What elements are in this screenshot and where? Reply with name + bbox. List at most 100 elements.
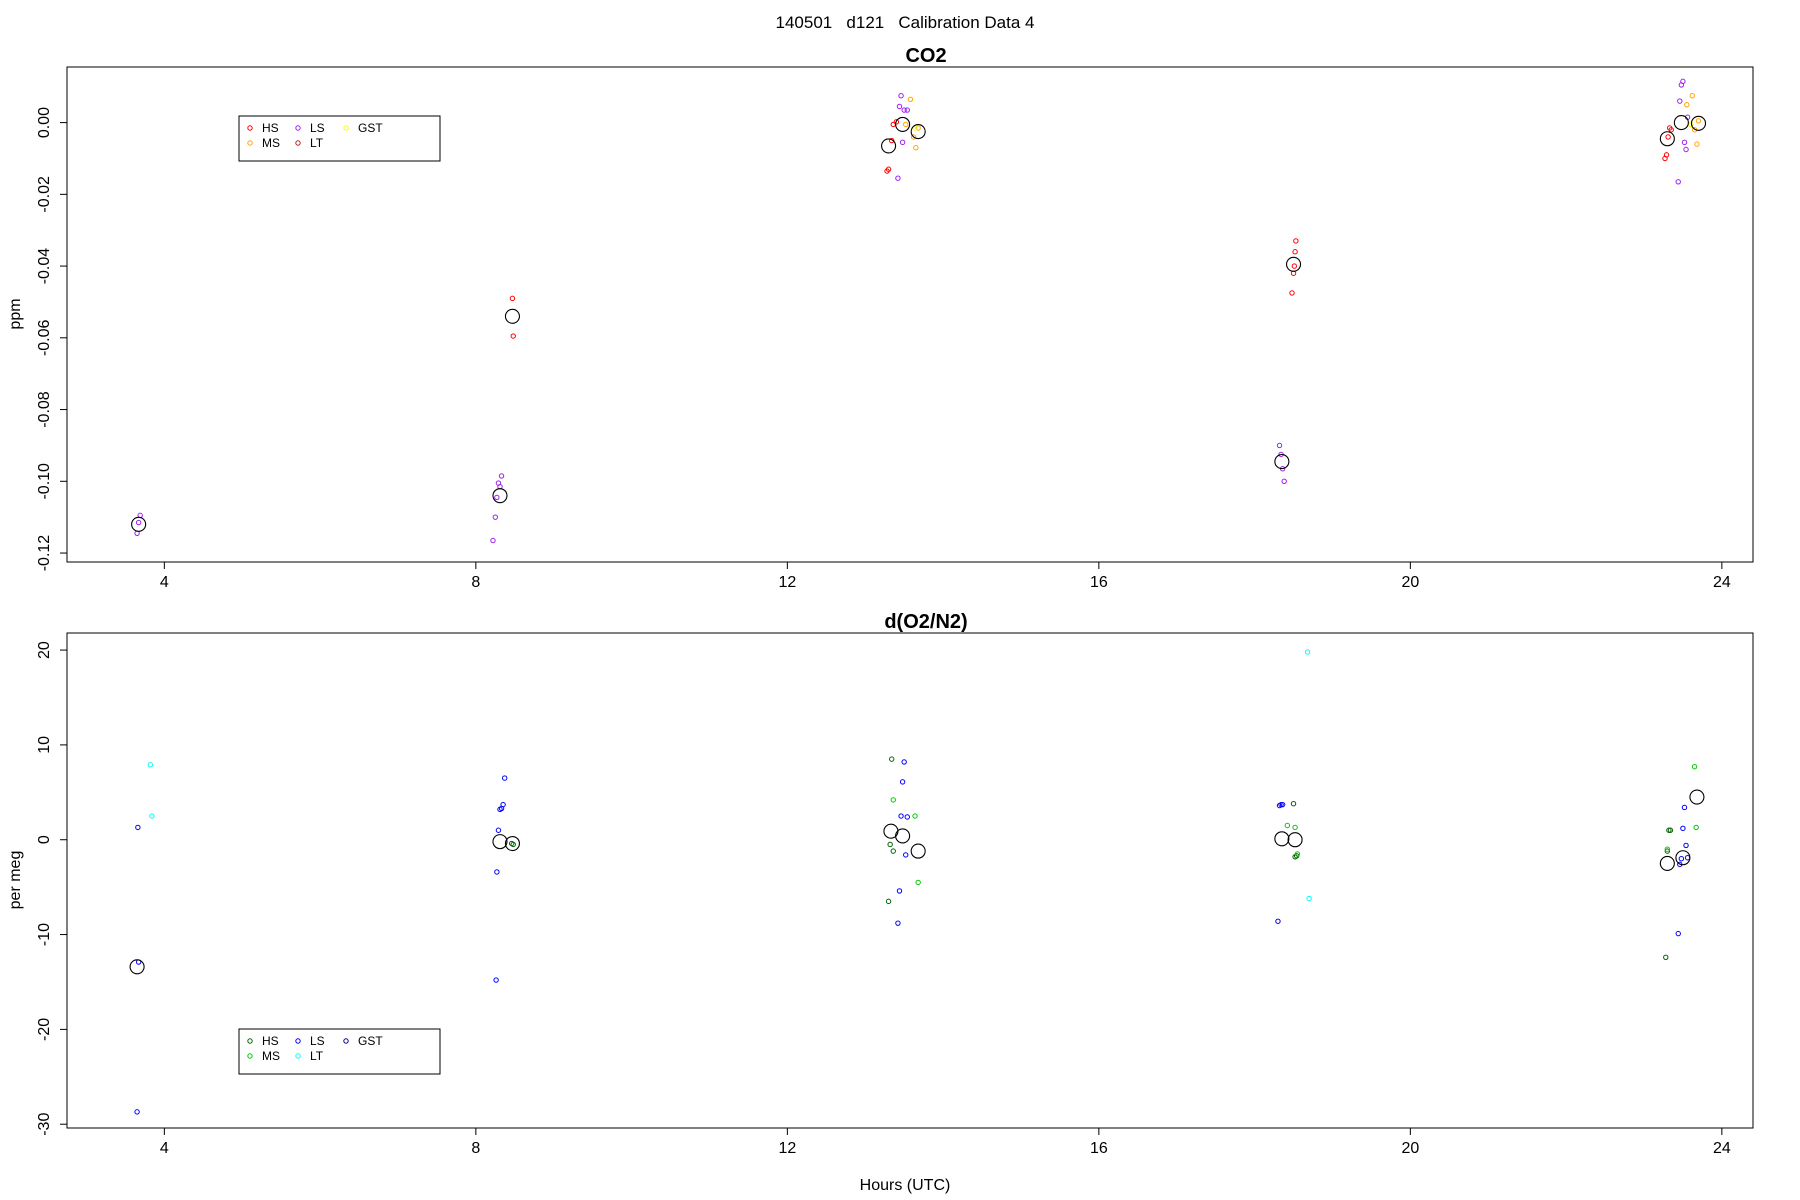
o2n2-data-point xyxy=(1681,804,1688,811)
o2n2-data-point xyxy=(1664,848,1671,854)
o2n2-legend-label-gst: GST xyxy=(358,1034,383,1048)
o2n2-y-axis: -30 -20 -10 0 10 20 xyxy=(36,641,67,1136)
o2n2-mean-point xyxy=(1659,855,1675,871)
co2-y-tick-label: -0.08 xyxy=(36,391,53,428)
o2n2-x-tick-label: 24 xyxy=(1713,1140,1731,1157)
co2-mean-point xyxy=(910,124,926,140)
o2n2-mean-point xyxy=(492,834,508,850)
co2-data-point xyxy=(1689,92,1695,99)
o2n2-legend-label-ms: MS xyxy=(262,1049,280,1063)
o2n2-x-tick-label: 12 xyxy=(778,1140,796,1157)
o2n2-legend-marker-lt xyxy=(295,1053,301,1059)
co2-data-point xyxy=(899,139,906,146)
o2n2-data-point xyxy=(915,879,921,886)
o2n2-panel-title: d(O2/N2) xyxy=(884,611,967,633)
o2n2-data-point xyxy=(1306,895,1312,902)
o2n2-legend-marker-hs xyxy=(247,1038,253,1044)
o2n2-data-point xyxy=(134,1109,140,1115)
o2n2-data-point xyxy=(495,827,502,833)
co2-legend-marker-ls xyxy=(295,125,301,131)
co2-series-ms xyxy=(903,92,1702,151)
co2-data-point xyxy=(910,134,917,140)
o2n2-x-tick-label: 16 xyxy=(1090,1140,1108,1157)
co2-mean-point xyxy=(1673,115,1689,131)
co2-legend-marker-gst xyxy=(343,125,349,131)
o2n2-data-point xyxy=(1284,822,1291,829)
co2-data-point xyxy=(896,103,903,110)
co2-data-point xyxy=(1677,98,1683,104)
o2n2-y-tick-label: 20 xyxy=(36,641,53,659)
o2n2-data-point xyxy=(494,869,500,875)
co2-data-point xyxy=(1668,127,1674,133)
co2-x-tick-label: 16 xyxy=(1090,574,1108,591)
co2-mean-point xyxy=(1690,115,1707,131)
o2n2-mean-point xyxy=(504,835,520,852)
co2-data-point xyxy=(509,295,516,302)
o2n2-series-lt xyxy=(147,649,1312,902)
co2-data-point xyxy=(893,119,900,125)
co2-data-point xyxy=(1293,238,1299,244)
o2n2-data-point xyxy=(1678,855,1685,862)
co2-y-tick-label: -0.06 xyxy=(36,319,53,356)
co2-y-tick-label: -0.04 xyxy=(36,248,53,285)
o2n2-data-point xyxy=(501,775,508,781)
o2n2-legend-marker-gst xyxy=(343,1038,349,1044)
o2n2-data-point xyxy=(899,779,906,785)
o2n2-series-ms xyxy=(890,764,1699,886)
co2-mean-point xyxy=(895,116,911,132)
figure-title: 140501 d121 Calibration Data 4 xyxy=(776,13,1035,32)
o2n2-data-point xyxy=(493,977,499,983)
co2-legend-box xyxy=(238,115,441,162)
o2n2-data-point xyxy=(896,888,903,894)
o2n2-y-tick-label: 0 xyxy=(36,835,53,844)
co2-data-point xyxy=(1680,78,1686,85)
o2n2-mean-point xyxy=(1689,789,1705,805)
co2-data-point xyxy=(1695,118,1702,124)
o2n2-y-tick-label: -20 xyxy=(36,1018,53,1041)
co2-data-point xyxy=(895,175,901,181)
co2-data-point xyxy=(1289,290,1295,296)
co2-mean-point xyxy=(492,488,508,504)
o2n2-data-point xyxy=(1675,930,1681,937)
o2n2-mean-point xyxy=(1675,850,1691,866)
co2-y-tick-label: 0.00 xyxy=(36,107,53,138)
o2n2-data-points xyxy=(129,649,1705,1115)
co2-mean-point xyxy=(1659,131,1675,147)
o2n2-data-point xyxy=(888,756,895,762)
co2-data-point xyxy=(903,121,909,128)
co2-y-axis-label: ppm xyxy=(7,298,24,329)
o2n2-data-point xyxy=(885,898,892,905)
x-axis-label: Hours (UTC) xyxy=(860,1177,951,1194)
co2-mean-point xyxy=(881,138,897,154)
o2n2-x-tick-label: 8 xyxy=(471,1140,480,1157)
o2n2-x-tick-label: 4 xyxy=(160,1140,169,1157)
o2n2-y-tick-label: -30 xyxy=(36,1113,53,1136)
co2-y-tick-label: -0.10 xyxy=(36,463,53,500)
o2n2-data-point xyxy=(1292,824,1298,831)
co2-legend-marker-hs xyxy=(247,125,253,131)
o2n2-series-hs xyxy=(508,756,1674,961)
co2-data-point xyxy=(1675,179,1681,185)
co2-data-point xyxy=(1665,134,1671,140)
co2-x-tick-label: 8 xyxy=(471,574,480,591)
co2-plot-frame xyxy=(66,66,1754,563)
o2n2-y-axis-label: per meg xyxy=(7,851,24,910)
co2-data-point xyxy=(1684,101,1690,108)
co2-series-mean xyxy=(131,115,1707,532)
o2n2-data-point xyxy=(135,824,141,831)
co2-data-point xyxy=(898,92,904,99)
o2n2-mean-point xyxy=(895,828,911,844)
co2-legend-label-ls: LS xyxy=(310,121,325,135)
o2n2-data-point xyxy=(901,759,907,765)
co2-series-hs xyxy=(509,119,1674,339)
o2n2-y-tick-label: 10 xyxy=(36,736,53,754)
co2-x-tick-label: 4 xyxy=(160,574,169,591)
o2n2-plot-frame xyxy=(66,632,1754,1129)
o2n2-data-point xyxy=(903,852,909,858)
o2n2-x-tick-label: 20 xyxy=(1401,1140,1419,1157)
co2-data-point xyxy=(1681,139,1688,146)
co2-data-point xyxy=(888,137,895,144)
o2n2-data-point xyxy=(890,797,896,803)
